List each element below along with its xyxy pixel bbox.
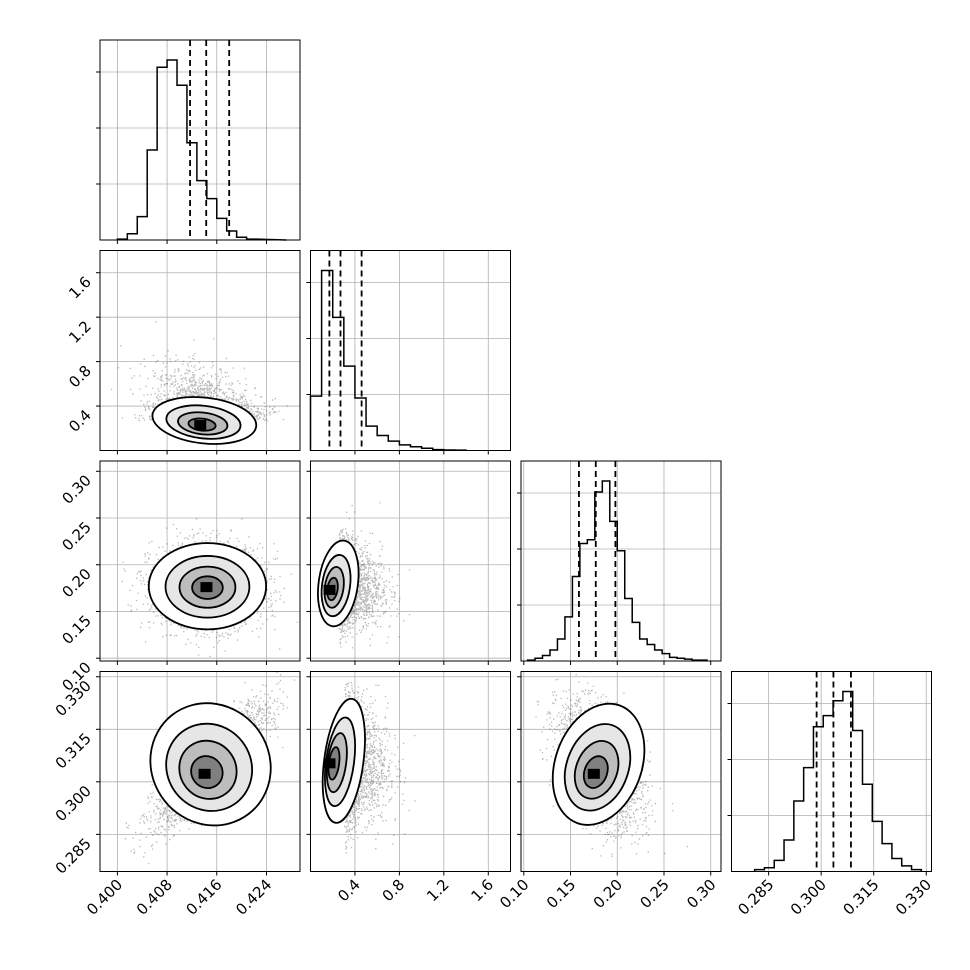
y-tick-label: 0.300 (52, 782, 95, 825)
density-peak (194, 420, 207, 431)
panel-frame (731, 671, 932, 872)
contour-line (190, 755, 224, 789)
scatter-points (338, 502, 411, 649)
x-tick-label: 0.315 (839, 876, 882, 919)
contour-line (149, 702, 272, 827)
panel-1-1 (306, 250, 511, 455)
y-tick-label: 0.30 (58, 471, 94, 507)
density-3-1 (321, 681, 416, 854)
y-tick-label: 0.8 (65, 362, 95, 392)
density-peak (200, 582, 213, 593)
x-tick-label: 0.10 (496, 876, 532, 912)
contour-line (573, 740, 620, 800)
contour-line (147, 542, 268, 631)
y-tick-label: 0.4 (65, 406, 95, 436)
contour-line (320, 554, 352, 618)
panel-frame (310, 671, 511, 872)
x-tick-label: 0.424 (232, 876, 275, 919)
y-tick-label: 0.25 (58, 518, 94, 554)
panel-3-1 (306, 671, 511, 876)
density-2-0 (121, 518, 298, 658)
panel-3-2 (517, 671, 722, 876)
density-1-0 (111, 321, 288, 445)
density-3-0 (124, 671, 300, 865)
contour-line (582, 755, 609, 789)
x-tick-label: 0.25 (636, 876, 672, 912)
histogram-0 (116, 59, 287, 241)
histogram-2 (526, 480, 708, 661)
panel-frame (99, 39, 301, 241)
density-2-1 (317, 502, 411, 649)
x-tick-label: 0.408 (133, 876, 176, 919)
histogram-1 (309, 269, 467, 451)
contour-line (321, 697, 366, 824)
density-peak (323, 584, 336, 595)
x-tick-label: 0.330 (892, 876, 935, 919)
panel-frame (310, 250, 511, 451)
x-tick-label: 1.6 (468, 876, 498, 906)
x-tick-label: 0.400 (83, 876, 126, 919)
panel-frame (520, 671, 722, 872)
contour-line (164, 555, 251, 619)
contour-line (151, 396, 258, 445)
contour-line (165, 404, 242, 440)
contour-line (326, 576, 339, 602)
contour-line (551, 702, 646, 826)
panel-2-2 (517, 460, 722, 665)
y-tick-label: 1.2 (65, 317, 95, 347)
y-tick-label: 0.20 (58, 565, 94, 601)
panel-3-3 (727, 671, 932, 876)
panel-frame (99, 250, 301, 451)
density-peak (198, 768, 211, 779)
panel-frame (310, 460, 511, 662)
panel-frame (99, 460, 301, 662)
panel-frame (520, 460, 722, 662)
contour-line (191, 575, 224, 600)
y-tick-label: 1.6 (65, 273, 95, 303)
density-3-2 (535, 671, 688, 857)
contour-line (165, 722, 254, 812)
contour-line (178, 739, 238, 800)
x-tick-label: 0.20 (590, 876, 626, 912)
x-tick-label: 0.8 (379, 876, 409, 906)
histogram-3 (753, 690, 923, 872)
x-tick-label: 0.300 (787, 876, 830, 919)
x-tick-label: 0.416 (182, 876, 225, 919)
contour-line (178, 565, 237, 609)
panel-2-0 (96, 460, 301, 665)
y-tick-label: 0.315 (52, 729, 95, 772)
contour-line (323, 566, 345, 609)
scatter-points (343, 681, 416, 854)
density-peak (587, 768, 600, 779)
panel-frame (99, 671, 301, 872)
contour-line (324, 716, 356, 808)
scatter-points (111, 321, 288, 422)
contour-line (317, 539, 360, 628)
panel-3-0 (96, 671, 301, 876)
panel-1-0 (96, 250, 301, 455)
x-tick-label: 0.15 (543, 876, 579, 912)
contour-line (177, 411, 229, 436)
scatter-points (124, 671, 300, 865)
x-tick-label: 0.285 (734, 876, 777, 919)
contour-line (187, 417, 217, 432)
contour-line (563, 723, 632, 812)
y-tick-label: 0.15 (58, 612, 94, 648)
x-tick-label: 0.30 (683, 876, 719, 912)
panel-0-0 (96, 39, 301, 244)
x-tick-label: 0.4 (334, 876, 364, 906)
contour-line (327, 746, 341, 781)
contour-line (325, 732, 348, 794)
y-tick-label: 0.285 (52, 834, 95, 877)
x-tick-label: 1.2 (423, 876, 453, 906)
panel-2-1 (306, 460, 511, 665)
